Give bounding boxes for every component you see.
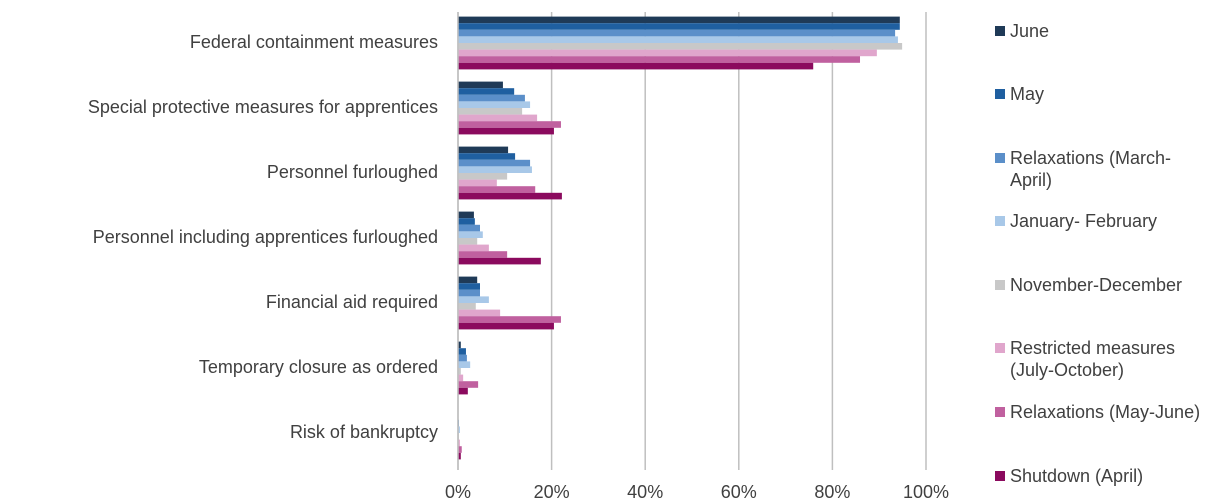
- bar: [458, 179, 497, 187]
- bar: [458, 43, 903, 50]
- bar: [458, 159, 531, 167]
- bar: [458, 316, 561, 323]
- x-tick-label: 60%: [721, 482, 757, 502]
- bar: [458, 322, 554, 330]
- bar: [458, 296, 489, 303]
- x-tick-label: 40%: [627, 482, 663, 502]
- y-tick-label: Special protective measures for apprenti…: [88, 97, 438, 117]
- legend-swatch: [995, 89, 1005, 99]
- y-tick-label: Financial aid required: [266, 292, 438, 312]
- legend-swatch: [995, 153, 1005, 163]
- y-tick-label: Personnel furloughed: [267, 162, 438, 182]
- bar: [458, 101, 531, 108]
- legend-item: January- February: [995, 210, 1210, 232]
- legend-label: June: [1010, 21, 1050, 41]
- bar: [458, 257, 541, 265]
- bar: [458, 36, 898, 43]
- bar: [458, 211, 474, 219]
- bar: [458, 29, 896, 37]
- bar: [458, 387, 468, 395]
- bar: [458, 426, 460, 433]
- bar: [458, 238, 478, 245]
- bar: [458, 108, 523, 115]
- bar: [458, 218, 475, 225]
- bar: [458, 81, 503, 89]
- bar: [458, 361, 471, 368]
- bar: [458, 88, 515, 95]
- bar: [458, 309, 501, 317]
- legend-item: May: [995, 83, 1210, 105]
- y-tick-label: Temporary closure as ordered: [199, 357, 438, 377]
- legend-item: Relaxations (May-June): [995, 401, 1210, 423]
- legend-label: Restricted measures (July-October): [1010, 338, 1176, 380]
- legend-swatch: [995, 26, 1005, 36]
- legend-swatch: [995, 343, 1005, 353]
- bar: [458, 231, 483, 238]
- bar: [458, 146, 509, 154]
- x-tick-label: 100%: [903, 482, 949, 502]
- y-tick-label: Personnel including apprentices furlough…: [93, 227, 438, 247]
- bar: [458, 94, 525, 102]
- bar: [458, 452, 461, 460]
- legend-item: Restricted measures (July-October): [995, 337, 1210, 381]
- bar: [458, 224, 480, 232]
- legend-label: May: [1010, 84, 1045, 104]
- bar: [458, 153, 516, 160]
- legend-label: January- February: [1010, 211, 1158, 231]
- bar: [458, 16, 900, 24]
- bar: [458, 23, 900, 30]
- bar: [458, 374, 464, 382]
- bar: [458, 289, 480, 297]
- bar: [458, 121, 561, 128]
- bar: [458, 192, 562, 200]
- y-tick-label: Federal containment measures: [190, 32, 438, 52]
- bar: [458, 166, 532, 173]
- bar: [458, 439, 460, 447]
- bar: [458, 62, 814, 70]
- bar: [458, 173, 508, 180]
- bar: [458, 114, 538, 122]
- x-tick-label: 20%: [534, 482, 570, 502]
- legend-swatch: [995, 216, 1005, 226]
- bar: [458, 127, 554, 135]
- bar: [458, 186, 536, 193]
- legend-swatch: [995, 407, 1005, 417]
- legend-swatch: [995, 471, 1005, 481]
- bar: [458, 251, 508, 258]
- legend-swatch: [995, 280, 1005, 290]
- bar: [458, 303, 476, 310]
- bar: [458, 368, 461, 375]
- y-tick-label: Risk of bankruptcy: [290, 422, 438, 442]
- bar: [458, 348, 466, 355]
- bar: [458, 56, 861, 63]
- legend-item: Shutdown (April): [995, 465, 1210, 487]
- legend-label: Relaxations (May-June): [1010, 402, 1201, 422]
- bar: [458, 381, 479, 388]
- legend-item: November-December: [995, 274, 1210, 296]
- legend-item: Relaxations (March-April): [995, 147, 1210, 191]
- x-tick-label: 0%: [445, 482, 471, 502]
- bar: [458, 354, 467, 362]
- legend-label: Relaxations (March-April): [1010, 148, 1172, 190]
- bar: [458, 276, 478, 284]
- legend-label: November-December: [1010, 275, 1183, 295]
- legend-label: Shutdown (April): [1010, 466, 1144, 486]
- bar: [458, 283, 480, 290]
- legend-item: June: [995, 20, 1210, 42]
- bar: [458, 341, 461, 349]
- x-tick-label: 80%: [814, 482, 850, 502]
- bar: [458, 446, 462, 453]
- bar: [458, 49, 877, 57]
- bar: [458, 244, 489, 252]
